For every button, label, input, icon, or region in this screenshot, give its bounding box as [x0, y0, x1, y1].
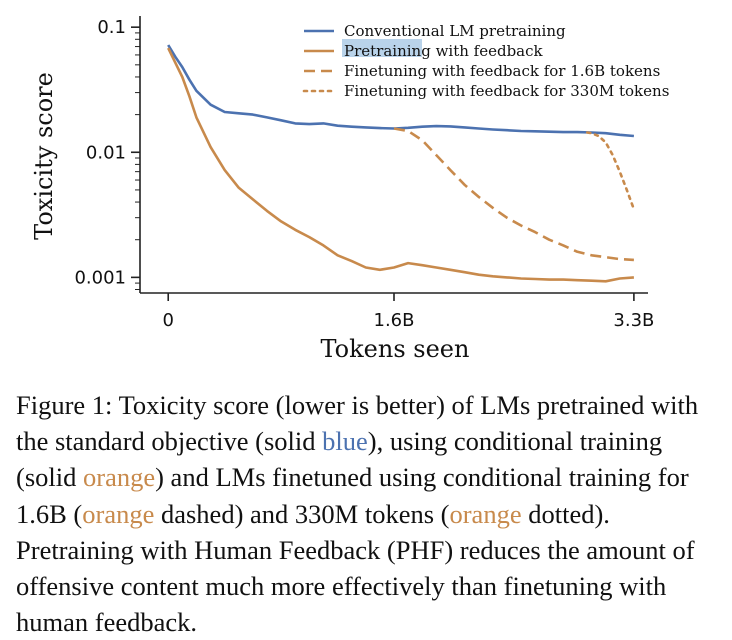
legend-highlight — [342, 39, 422, 57]
x-tick-label: 1.6B — [374, 310, 415, 331]
legend-label-1: Conventional LM pretraining — [344, 22, 566, 40]
y-tick-label: 0.001 — [74, 267, 126, 288]
legend-label-2: Pretraining with feedback — [344, 42, 544, 60]
caption-text-4: dashed) and 330M tokens ( — [154, 498, 450, 529]
x-tick-label: 3.3B — [613, 310, 654, 331]
caption-orange-word-1: orange — [83, 462, 156, 493]
series-line-1 — [167, 44, 635, 138]
y-axis-label: Toxicity score — [30, 72, 58, 240]
caption-text-5: dotted). Pretraining with Human Feedback… — [16, 498, 695, 638]
caption-orange-word-2: orange — [82, 498, 155, 529]
series-line-3 — [393, 127, 634, 262]
toxicity-chart: 0.1 0.01 0.001 0 1.6B 3.3B Conventional LM pr… — [30, 16, 669, 363]
series-line-4 — [586, 131, 636, 211]
y-tick-label: 0.01 — [86, 142, 126, 163]
x-tick-label: 0 — [162, 310, 173, 331]
legend-label-3: Finetuning with feedback for 1.6B tokens — [344, 62, 660, 80]
caption-text-3: ) and LMs finetuned using conditional tr… — [16, 462, 689, 529]
caption-text-1: Figure 1: Toxicity score (lower is bette… — [16, 390, 699, 457]
y-tick-label: 0.1 — [97, 17, 126, 38]
legend-label-4: Finetuning with feedback for 330M tokens — [344, 82, 669, 100]
caption-blue-word: blue — [322, 426, 368, 457]
series-line-2 — [167, 47, 635, 283]
figure-caption: Figure 1: Toxicity score (lower is bette… — [16, 387, 728, 640]
x-axis-label: Tokens seen — [321, 335, 470, 363]
caption-orange-word-3: orange — [449, 498, 522, 529]
chart-canvas: 0.1 0.01 0.001 0 1.6B 3.3B Conventional LM pr… — [30, 16, 669, 363]
caption-text-2: ), using conditional training (solid — [16, 426, 663, 493]
